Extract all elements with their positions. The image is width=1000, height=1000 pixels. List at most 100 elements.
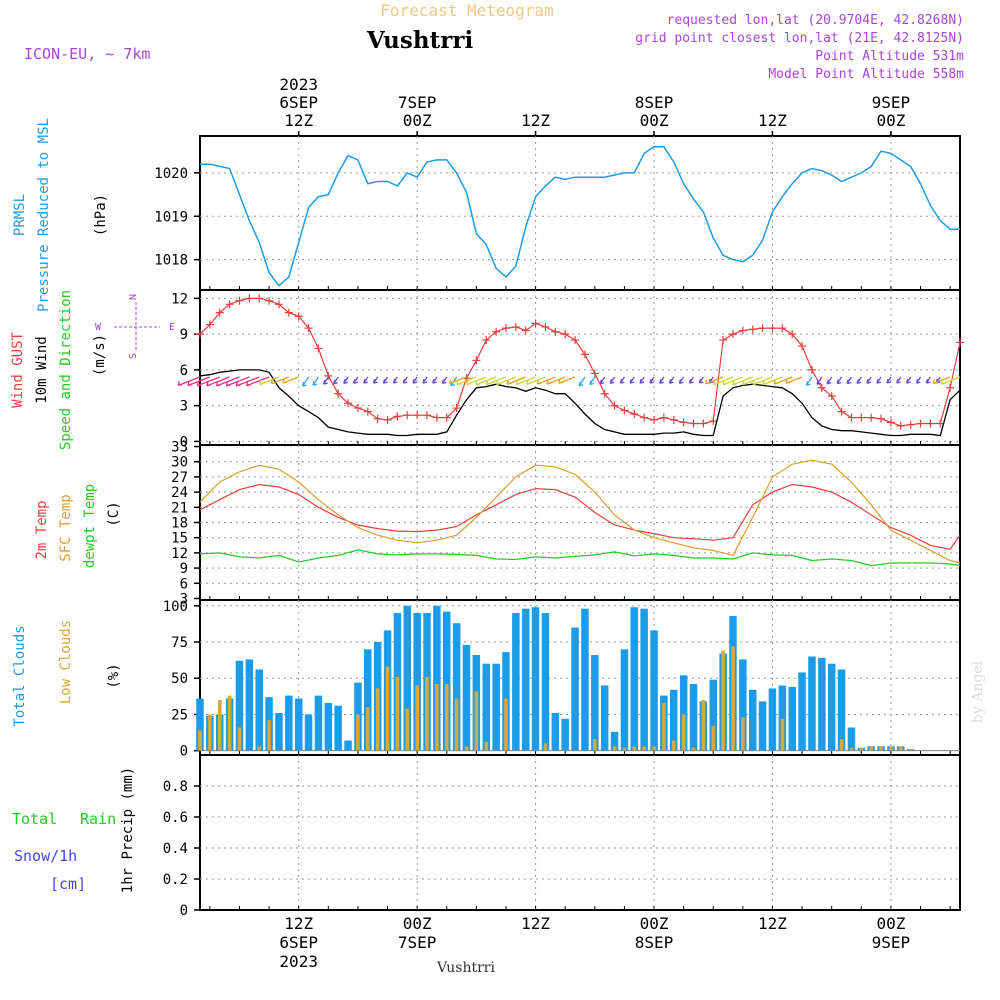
wind-arrow-head	[762, 380, 768, 386]
wind-arrow-head	[456, 380, 462, 386]
wind-gust-marker	[215, 308, 224, 317]
total-cloud-bar	[630, 607, 638, 751]
low-cloud-bar	[681, 714, 686, 751]
wind-10m-line	[199, 369, 961, 437]
requested-point: requested lon,lat (20.9704E, 42.8268N)	[667, 13, 964, 28]
low-cloud-bar	[672, 740, 676, 751]
wind-gust-marker	[205, 320, 214, 329]
wind-gust-marker	[314, 344, 323, 353]
wind-arrow-head	[422, 378, 428, 384]
wind-gust-marker	[531, 319, 540, 328]
wind-gust-marker	[768, 324, 777, 333]
total-cloud-bar	[679, 675, 688, 751]
total-cloud-bar	[452, 623, 461, 751]
wind-gust-marker	[610, 401, 619, 410]
wind-arrow-head	[925, 378, 931, 384]
low-cloud-bar	[454, 698, 459, 751]
total-cloud-bar	[255, 669, 263, 751]
wind-gust-marker	[689, 419, 698, 428]
low-cloud-bar	[701, 700, 706, 751]
wind-arrow-head	[270, 379, 276, 385]
location-title: Vushtrri	[366, 27, 474, 54]
bottom-time-label: 00Z	[876, 914, 905, 933]
wind-gust-marker	[857, 413, 866, 422]
wind-gust-marker	[432, 413, 441, 422]
wind-unit: (m/s)	[92, 334, 108, 376]
pressure-label-2: Pressure Reduced to MSL	[36, 118, 52, 312]
compass-rose: N S W E	[95, 294, 175, 359]
clouds-ytick-label: 50	[171, 671, 188, 687]
wind-arrow-head	[259, 380, 264, 386]
precip-snow-label: Snow/1h	[14, 847, 77, 865]
wind-gust-marker	[728, 330, 737, 339]
top-time-label: 9SEP	[872, 93, 911, 112]
wind-gust-line	[199, 297, 961, 427]
wind-gust-marker	[571, 336, 580, 345]
low-cloud-bar	[593, 739, 597, 751]
wind-gust-marker	[235, 296, 244, 305]
low-cloud-bar	[691, 747, 696, 751]
wind-arrow-head	[392, 378, 398, 384]
wind-labels: Wind GUST 10m Wind Speed and Direction (…	[10, 290, 175, 450]
cloud-low-label: Low Clouds	[58, 620, 74, 704]
total-cloud-bar	[847, 727, 856, 751]
pressure-panel: 1018 1019 1020	[154, 135, 961, 291]
low-cloud-bar	[464, 746, 469, 751]
prmsl-line	[200, 146, 960, 287]
low-cloud-bar	[652, 746, 656, 751]
wind-arrow-head	[177, 381, 183, 387]
total-cloud-bar	[768, 688, 777, 751]
cloud-total-label: Total Clouds	[12, 625, 28, 726]
wind-arrow-head	[282, 378, 288, 384]
pressure-frame	[199, 135, 961, 291]
wind-gust-marker	[265, 296, 274, 305]
wind-gust-marker	[363, 407, 372, 416]
total-cloud-bar	[314, 695, 323, 751]
top-time-label: 8SEP	[635, 93, 674, 112]
wind-gust-marker	[511, 322, 520, 331]
model-altitude: Model Point Altitude 558m	[768, 67, 964, 82]
precip-ytick-label: 0.4	[163, 841, 188, 857]
wind-gust-marker	[758, 324, 767, 333]
wind-gust-marker	[590, 369, 599, 378]
wind-gust-marker	[334, 389, 343, 398]
total-cloud-bar	[798, 672, 806, 751]
wind-arrow-head	[752, 380, 758, 386]
total-cloud-bar	[709, 679, 717, 751]
wind-gust-label: Wind GUST	[10, 332, 26, 408]
wind-ytick-label: 9	[180, 327, 188, 343]
wind-gust-marker	[284, 308, 293, 317]
pressure-label-1: PRMSL	[12, 194, 28, 236]
temp-sfc-line	[199, 459, 961, 564]
wind-frame	[199, 289, 961, 446]
precip-cm-label: [cm]	[50, 875, 86, 893]
total-cloud-bar	[344, 740, 352, 751]
temp-unit: (C)	[106, 501, 122, 526]
low-cloud-bar	[405, 708, 410, 751]
wind-ytick-label: 6	[180, 363, 188, 379]
wind-gust-marker	[650, 415, 659, 424]
wind-arrow-head	[619, 378, 625, 384]
wind-gust-marker	[344, 399, 353, 408]
total-cloud-bar	[591, 655, 599, 751]
temperature-ytick-label: 3	[180, 591, 188, 607]
wind-arrow-head	[846, 379, 852, 385]
wind-arrow-head	[323, 379, 328, 385]
wind-gust-marker	[837, 407, 846, 416]
precip-labels: Total Rain Snow/1h [cm] 1hr Precip (mm)	[12, 767, 136, 893]
total-cloud-bar	[640, 608, 648, 751]
bottom-time-label: 9SEP	[872, 933, 911, 952]
low-cloud-bar	[612, 746, 617, 751]
total-cloud-bar	[334, 705, 342, 751]
cloud-unit: (%)	[106, 663, 122, 688]
low-cloud-bar	[218, 700, 222, 751]
wind-gust-marker	[255, 294, 264, 303]
temperature-ytick-label: 15	[171, 531, 188, 547]
low-cloud-bar	[632, 746, 637, 751]
total-cloud-bar	[324, 702, 333, 751]
total-cloud-bar	[522, 608, 530, 751]
wind-arrow-head	[905, 378, 911, 384]
wind-arrow-head	[196, 381, 202, 387]
low-cloud-bar	[879, 746, 883, 751]
